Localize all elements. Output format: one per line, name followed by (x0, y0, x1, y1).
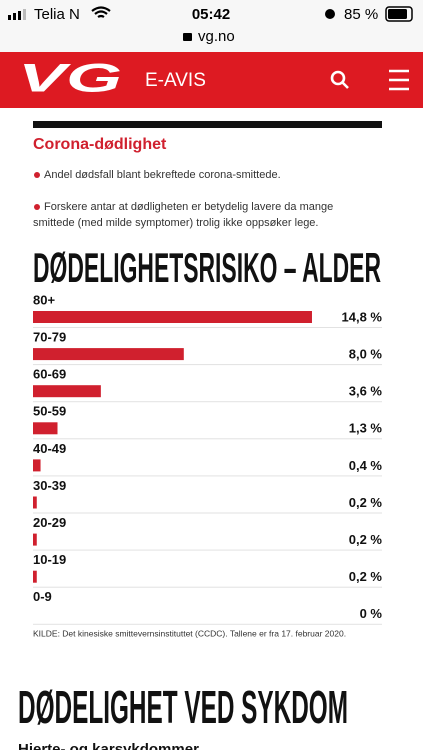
nav-bar (0, 52, 423, 108)
category-label: 80+ (33, 292, 55, 307)
section-subtitle: Hjerte- og karsykdommer (18, 741, 199, 750)
category-label: 70-79 (33, 330, 66, 345)
row-divider (33, 586, 382, 588)
menu-icon[interactable] (389, 69, 409, 91)
bar (33, 311, 312, 323)
category-label: 0-9 (33, 589, 52, 604)
status-bar (0, 0, 423, 52)
alarm-icon (325, 9, 335, 19)
logo[interactable]: VG (18, 57, 122, 101)
category-label: 40-49 (33, 441, 66, 456)
lock-icon (183, 33, 192, 41)
chart-title: DØDELIGHETSRISIKO – ALDER (33, 244, 381, 291)
value-label: 3,6 % (349, 384, 383, 399)
category-label: 10-19 (33, 552, 66, 567)
bar (33, 348, 184, 361)
note: Andel dødsfall blant bekreftede corona-s… (44, 169, 281, 181)
signal-icon (8, 9, 26, 20)
value-label: 8,0 % (349, 347, 383, 362)
url[interactable]: vg.no (198, 28, 235, 45)
bar (33, 385, 101, 398)
bar (33, 570, 37, 583)
battery-icon (385, 6, 413, 22)
clock: 05:42 (192, 6, 230, 23)
category-label: 50-59 (33, 404, 66, 419)
row-divider (33, 475, 382, 477)
value-label: 0,2 % (349, 569, 383, 584)
section-title: DØDELIGHET VED SYKDOM (18, 681, 348, 733)
value-label: 0 % (360, 606, 383, 621)
category-label: 20-29 (33, 515, 66, 530)
carrier: Telia N (34, 6, 80, 23)
category-label: 30-39 (33, 478, 66, 493)
battery-fill (388, 9, 407, 19)
note: smittede (med milde symptomer) trolig ik… (33, 217, 318, 229)
value-label: 14,8 % (342, 309, 383, 324)
bar (33, 459, 41, 472)
bar (33, 533, 37, 546)
row-divider (33, 364, 382, 366)
rule (33, 121, 382, 128)
category-label: 60-69 (33, 367, 66, 382)
search-icon[interactable] (330, 70, 349, 89)
wifi-icon (91, 6, 111, 18)
bar (33, 496, 37, 509)
value-label: 0,2 % (349, 495, 383, 510)
bullet (34, 172, 40, 178)
note: Forskere antar at dødligheten er betydel… (44, 201, 333, 213)
battery-level: 85 % (344, 6, 378, 23)
row-divider (33, 401, 382, 403)
source: KILDE: Det kinesiske smittevernsinstitut… (33, 628, 346, 638)
bullet (34, 204, 40, 210)
row-divider (33, 512, 382, 514)
subtitle: Corona-dødlighet (33, 136, 167, 153)
value-label: 1,3 % (349, 421, 383, 436)
section-link[interactable]: E-AVIS (145, 70, 206, 91)
row-divider (33, 549, 382, 551)
value-label: 0,4 % (349, 458, 383, 473)
row-divider (33, 438, 382, 440)
row-divider (33, 327, 382, 328)
value-label: 0,2 % (349, 532, 383, 547)
bar (33, 422, 58, 435)
bar-rows: 80+ 14,8 % 70-79 8,0 % 60-69 3,6 % 50-59 1,3 % 4… (33, 292, 383, 625)
row-divider (33, 623, 382, 625)
